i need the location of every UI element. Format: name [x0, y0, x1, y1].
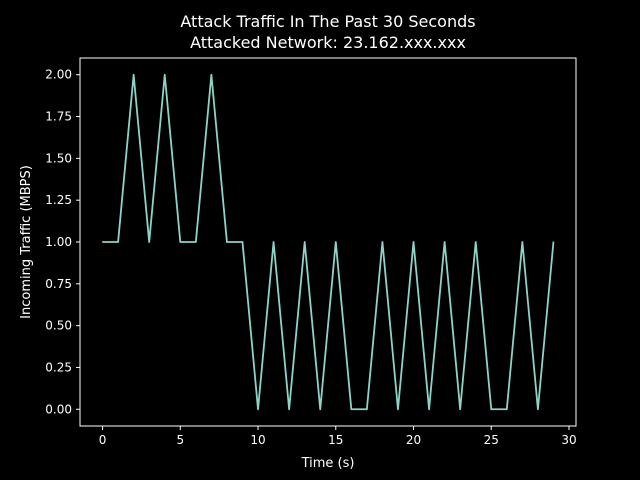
data-point: [304, 241, 306, 243]
data-point: [101, 241, 104, 243]
y-tick-label: 1.25: [45, 193, 72, 207]
data-point: [350, 408, 352, 410]
data-point: [257, 408, 259, 410]
data-point: [195, 241, 197, 243]
data-point: [444, 241, 446, 243]
plot-frame: [79, 57, 577, 427]
data-point: [397, 408, 399, 410]
x-tick-label: 25: [484, 433, 499, 447]
data-point: [412, 241, 415, 243]
y-tick-label: 0.75: [45, 277, 72, 291]
data-point: [552, 241, 555, 243]
y-tick-label: 0.50: [45, 319, 72, 333]
data-point: [133, 74, 135, 76]
y-axis-label: Incoming Traffic (MBPS): [19, 165, 34, 319]
data-point: [226, 241, 228, 243]
data-point: [381, 241, 384, 243]
y-tick-label: 0.00: [45, 402, 72, 416]
chart-subtitle: Attacked Network: 23.162.xxx.xxx: [190, 33, 466, 52]
y-tick-label: 2.00: [45, 68, 72, 82]
data-point: [521, 241, 523, 243]
y-tick-label: 1.75: [45, 110, 72, 124]
x-tick-label: 20: [406, 433, 421, 447]
data-point: [490, 408, 492, 410]
series-layer: [101, 73, 555, 411]
plot-area: [79, 57, 577, 427]
data-point: [148, 241, 150, 243]
data-point: [428, 408, 430, 410]
data-point: [164, 74, 166, 76]
data-point: [506, 408, 508, 410]
data-point: [366, 408, 368, 410]
data-point: [537, 408, 539, 410]
x-tick-label: 30: [561, 433, 576, 447]
series-line-0: [102, 73, 555, 411]
chart-title: Attack Traffic In The Past 30 Seconds: [180, 12, 475, 31]
data-point: [272, 241, 275, 243]
y-tick-label: 1.00: [45, 235, 72, 249]
data-point: [475, 241, 477, 243]
data-point: [117, 241, 119, 243]
x-tick-label: 0: [99, 433, 107, 447]
x-tick-label: 15: [328, 433, 343, 447]
data-point: [319, 408, 321, 410]
data-point: [179, 241, 181, 243]
data-point: [210, 74, 212, 76]
x-axis-ticks: 0 5 10 15 20 25 30: [99, 426, 577, 447]
data-point: [288, 408, 290, 410]
x-tick-label: 5: [176, 433, 184, 447]
y-axis-ticks: 0.00 0.25 0.50 0.75 1.00 1.25 1.50 1.75 2.00: [45, 68, 80, 416]
y-tick-label: 0.25: [45, 360, 72, 374]
data-point: [335, 241, 337, 243]
data-point: [241, 241, 244, 243]
data-point: [459, 408, 461, 410]
x-tick-label: 10: [250, 433, 265, 447]
x-axis-label: Time (s): [301, 456, 355, 471]
y-tick-label: 1.50: [45, 151, 72, 165]
